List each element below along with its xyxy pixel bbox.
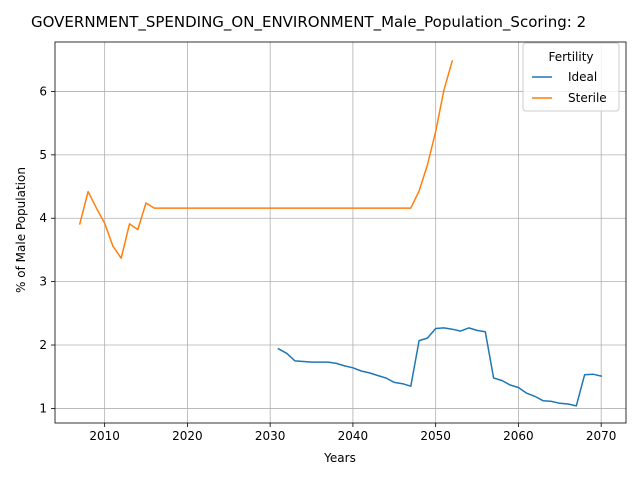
chart-title: GOVERNMENT_SPENDING_ON_ENVIRONMENT_Male_… <box>31 13 586 32</box>
y-tick-label: 1 <box>39 401 47 415</box>
y-tick-label: 3 <box>39 275 47 289</box>
x-tick-label: 2030 <box>255 429 286 443</box>
y-axis-label: % of Male Population <box>14 167 28 293</box>
y-tick-label: 6 <box>39 84 47 98</box>
y-tick-label: 5 <box>39 148 47 162</box>
y-tick-label: 2 <box>39 338 47 352</box>
x-tick-label: 2070 <box>586 429 617 443</box>
x-tick-label: 2060 <box>503 429 534 443</box>
series-line-ideal <box>277 327 603 407</box>
axis-ticks: 2010 2020 2030 2040 2050 2060 2070 1 2 3 4 5 6 <box>39 84 616 443</box>
x-tick-label: 2020 <box>172 429 203 443</box>
legend: Fertility Ideal Sterile <box>522 42 620 112</box>
x-axis-label: Years <box>323 451 356 465</box>
x-tick-label: 2040 <box>338 429 369 443</box>
legend-label-ideal: Ideal <box>568 70 597 84</box>
series-lines <box>78 60 603 407</box>
y-tick-label: 4 <box>39 211 47 225</box>
x-tick-label: 2010 <box>89 429 120 443</box>
legend-frame <box>522 42 620 112</box>
x-tick-label: 2050 <box>420 429 451 443</box>
series-line-sterile <box>78 60 454 259</box>
legend-label-sterile: Sterile <box>568 91 607 105</box>
plot-frame <box>54 41 627 424</box>
legend-title: Fertility <box>548 50 593 64</box>
